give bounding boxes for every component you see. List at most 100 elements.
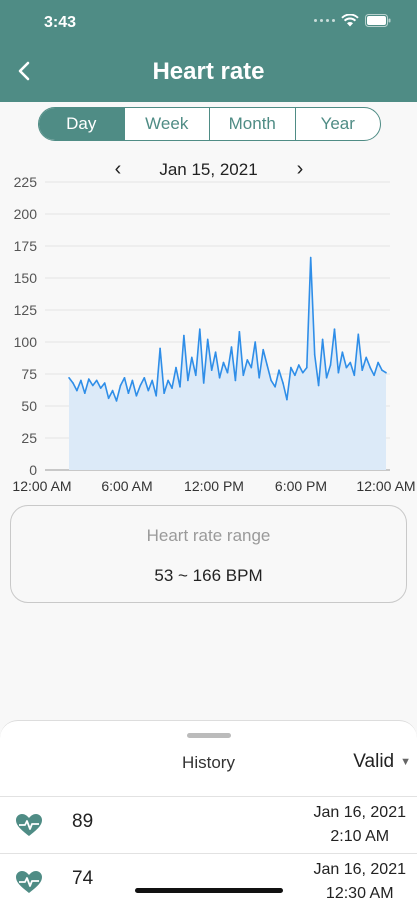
range-label: Heart rate range	[146, 526, 271, 545]
data-point	[155, 395, 157, 397]
data-point	[139, 384, 142, 387]
x-tick-label: 12:00 AM	[12, 478, 71, 494]
data-point	[107, 397, 110, 400]
back-button[interactable]	[10, 56, 40, 86]
history-row[interactable]: 89 Jan 16, 2021 2:10 AM	[0, 796, 417, 850]
y-tick-label: 125	[14, 302, 38, 318]
tab-month[interactable]: Month	[209, 108, 295, 140]
data-point	[258, 377, 261, 379]
data-point	[84, 392, 86, 394]
heart-pulse-icon	[16, 871, 42, 893]
data-point	[234, 379, 237, 382]
data-point	[246, 359, 249, 361]
data-point	[345, 366, 348, 369]
data-point	[92, 384, 94, 387]
data-point	[226, 371, 229, 374]
prev-date-button[interactable]: ‹	[114, 158, 122, 180]
status-time: 3:43	[44, 14, 77, 31]
data-point	[119, 384, 122, 387]
data-point	[183, 334, 185, 337]
data-point	[214, 351, 217, 353]
data-point	[250, 366, 253, 369]
x-tick-label: 12:00 AM	[356, 478, 415, 494]
data-point	[95, 379, 98, 382]
data-point	[309, 256, 312, 259]
data-point	[373, 374, 375, 377]
data-point	[333, 328, 336, 330]
heart-rate-range-card: Heart rate range 53 ~ 166 BPM	[10, 505, 407, 603]
data-point	[369, 366, 372, 369]
data-point	[313, 354, 316, 356]
data-point	[357, 333, 360, 336]
history-datetime: Jan 16, 2021 2:10 AM	[313, 801, 406, 849]
history-label: History	[182, 753, 235, 772]
drag-handle[interactable]	[187, 733, 231, 738]
y-tick-label: 50	[21, 398, 37, 414]
history-row[interactable]: 74 Jan 16, 2021 12:30 AM	[0, 853, 417, 900]
data-point	[202, 382, 205, 384]
x-tick-label: 12:00 PM	[184, 478, 244, 494]
data-point	[171, 387, 173, 389]
data-point	[278, 369, 280, 371]
data-point	[302, 371, 304, 374]
data-point	[159, 347, 161, 350]
data-point	[167, 379, 169, 382]
data-point	[274, 386, 276, 388]
y-tick-label: 75	[21, 366, 37, 382]
data-point	[80, 379, 82, 382]
tab-year[interactable]: Year	[294, 108, 381, 140]
status-icons	[314, 14, 391, 27]
data-point	[195, 374, 197, 377]
chevron-left-icon	[18, 61, 30, 81]
data-point	[143, 377, 146, 379]
data-point	[230, 346, 233, 348]
tab-week[interactable]: Week	[123, 108, 210, 140]
y-tick-label: 100	[14, 334, 38, 350]
filter-value: Valid	[353, 751, 395, 772]
current-date: Jan 15, 2021	[159, 160, 258, 179]
data-point	[317, 384, 320, 387]
data-point	[266, 364, 268, 366]
data-point	[68, 377, 70, 379]
data-point	[206, 338, 209, 341]
data-point	[99, 387, 102, 389]
caret-down-icon: ▼	[400, 756, 411, 768]
data-point	[88, 378, 90, 380]
period-tabs: Day Week Month Year	[38, 107, 381, 141]
home-indicator[interactable]	[135, 888, 283, 893]
data-point	[254, 341, 256, 343]
data-point	[238, 331, 241, 333]
data-point	[222, 361, 225, 364]
history-date: Jan 16, 2021	[313, 804, 406, 821]
data-point	[76, 389, 78, 392]
data-point	[306, 366, 308, 369]
date-navigator: ‹ Jan 15, 2021 ›	[0, 158, 417, 184]
data-point	[381, 369, 383, 371]
data-point	[187, 379, 189, 382]
y-tick-label: 0	[29, 462, 37, 478]
data-point	[286, 398, 288, 401]
tab-day[interactable]: Day	[39, 108, 124, 140]
data-point	[290, 366, 292, 369]
data-point	[151, 379, 153, 382]
history-bpm: 74	[72, 868, 94, 889]
data-point	[127, 392, 130, 394]
data-point	[123, 377, 126, 379]
data-point	[321, 338, 324, 341]
filter-dropdown[interactable]: Valid ▼	[353, 751, 411, 773]
data-point	[111, 389, 114, 392]
data-point	[242, 374, 245, 377]
data-point	[135, 395, 138, 397]
x-tick-label: 6:00 AM	[101, 478, 152, 494]
history-sheet: History Valid ▼ 89 Jan 16, 2021 2:10 AM …	[0, 720, 417, 900]
data-point	[294, 374, 296, 377]
data-point	[325, 377, 328, 379]
data-point	[210, 369, 213, 371]
data-point	[377, 361, 379, 364]
y-tick-label: 175	[14, 238, 38, 254]
next-date-button[interactable]: ›	[296, 158, 304, 180]
y-tick-label: 150	[14, 270, 38, 286]
page-title: Heart rate	[152, 58, 265, 85]
data-point	[163, 392, 165, 394]
data-point	[72, 382, 74, 384]
